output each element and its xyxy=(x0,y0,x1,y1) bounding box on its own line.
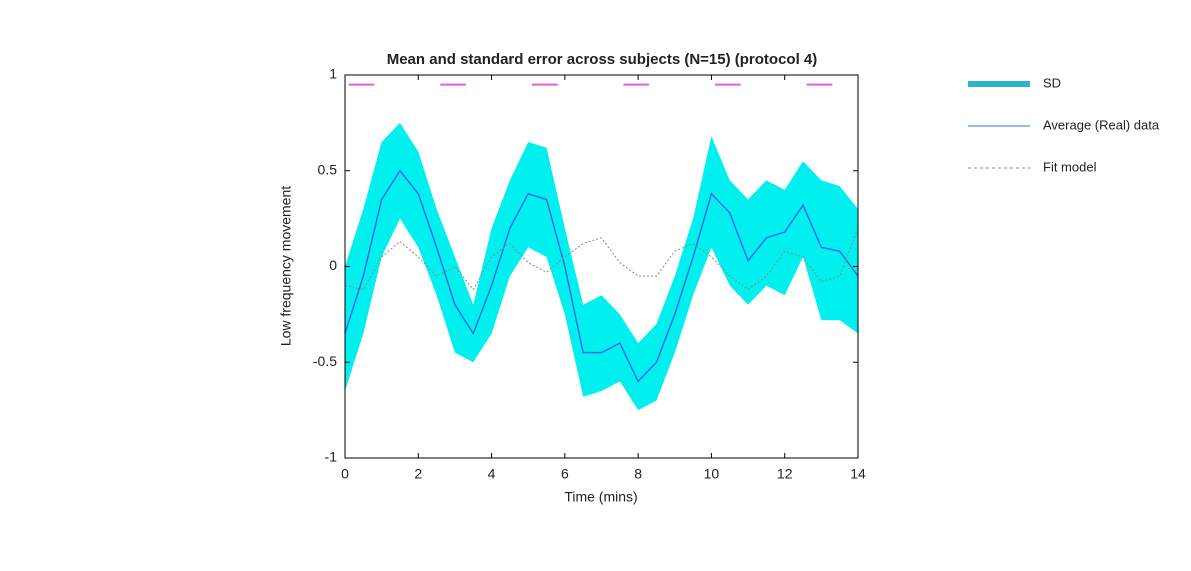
series-line xyxy=(344,169,859,383)
legend-label: Fit model xyxy=(1043,159,1097,174)
x-tick-label: 14 xyxy=(850,466,866,482)
chart-title: Mean and standard error across subjects … xyxy=(387,51,818,68)
sd-band xyxy=(345,122,858,411)
y-tick-label: -0.5 xyxy=(313,353,337,369)
y-tick-label: 0.5 xyxy=(318,161,338,177)
x-tick-label: 2 xyxy=(414,466,422,482)
legend-label: SD xyxy=(1043,75,1061,90)
x-tick-label: 4 xyxy=(488,466,496,482)
y-tick-label: 1 xyxy=(329,66,337,82)
x-tick-label: 8 xyxy=(634,466,642,482)
x-tick-label: 10 xyxy=(704,466,720,482)
x-axis-label: Time (mins) xyxy=(564,489,637,505)
legend-label: Average (Real) data xyxy=(1043,117,1160,132)
y-tick-label: -1 xyxy=(325,449,338,465)
x-tick-label: 6 xyxy=(561,466,569,482)
x-tick-label: 0 xyxy=(341,466,349,482)
x-tick-label: 12 xyxy=(777,466,793,482)
y-tick-label: 0 xyxy=(329,257,337,273)
series-line xyxy=(344,228,859,291)
y-axis-label: Low frequency movement xyxy=(278,186,294,346)
